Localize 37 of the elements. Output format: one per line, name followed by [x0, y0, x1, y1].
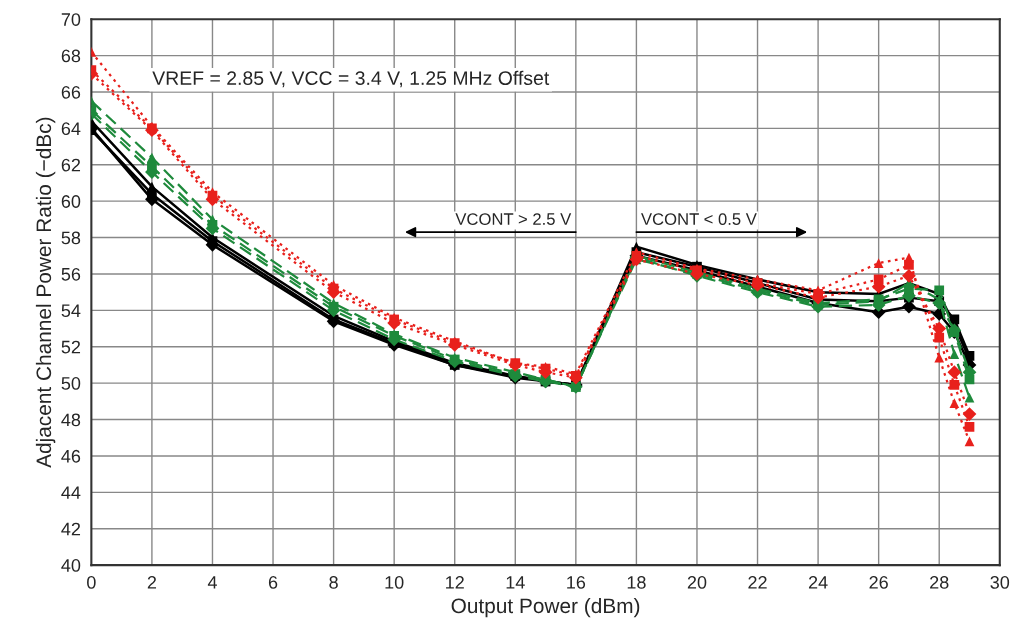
x-tick-label: 4	[207, 576, 217, 589]
y-tick-label: 60	[61, 195, 81, 208]
annotation: VREF = 2.85 V, VCC = 3.4 V, 1.25 MHz Offset	[152, 70, 550, 88]
x-tick-label: 16	[567, 576, 586, 589]
x-tick-label: 20	[687, 576, 707, 589]
y-tick-label: 62	[61, 158, 81, 172]
x-tick-label: 12	[446, 576, 464, 589]
x-tick-label: 30	[990, 576, 1010, 589]
y-tick-label: 50	[61, 377, 81, 390]
annotation: VCONT < 0.5 V	[641, 213, 757, 225]
y-tick-label: 54	[61, 304, 81, 318]
y-tick-label: 64	[61, 122, 81, 136]
y-tick-label: 44	[61, 486, 81, 499]
x-tick-label: 0	[87, 576, 96, 589]
y-tick-label: 52	[61, 340, 81, 354]
x-tick-label: 6	[268, 576, 278, 589]
y-tick-label: 48	[61, 413, 81, 427]
y-tick-label: 70	[61, 13, 81, 26]
x-tick-label: 24	[808, 576, 828, 589]
y-tick-label: 40	[61, 559, 81, 572]
y-tick-label: 42	[61, 522, 81, 536]
y-tick-label: 66	[61, 85, 81, 99]
x-tick-label: 14	[506, 576, 525, 589]
y-tick-label: 68	[61, 49, 81, 63]
x-tick-label: 8	[329, 576, 338, 589]
x-tick-label: 10	[385, 576, 404, 589]
x-tick-label: 28	[930, 576, 949, 589]
y-tick-label: 58	[61, 231, 81, 245]
annotation: VCONT > 2.5 V	[455, 213, 572, 225]
x-tick-label: 26	[869, 576, 888, 589]
y-tick-label: 56	[61, 267, 81, 281]
x-tick-label: 2	[147, 576, 157, 589]
y-tick-label: 46	[61, 449, 81, 463]
y-axis-title: Adjacent Channel Power Ratio (−dBc)	[35, 117, 56, 468]
x-tick-label: 22	[748, 576, 767, 589]
x-tick-label: 18	[627, 576, 646, 589]
x-axis-title: Output Power (dBm)	[451, 597, 640, 618]
